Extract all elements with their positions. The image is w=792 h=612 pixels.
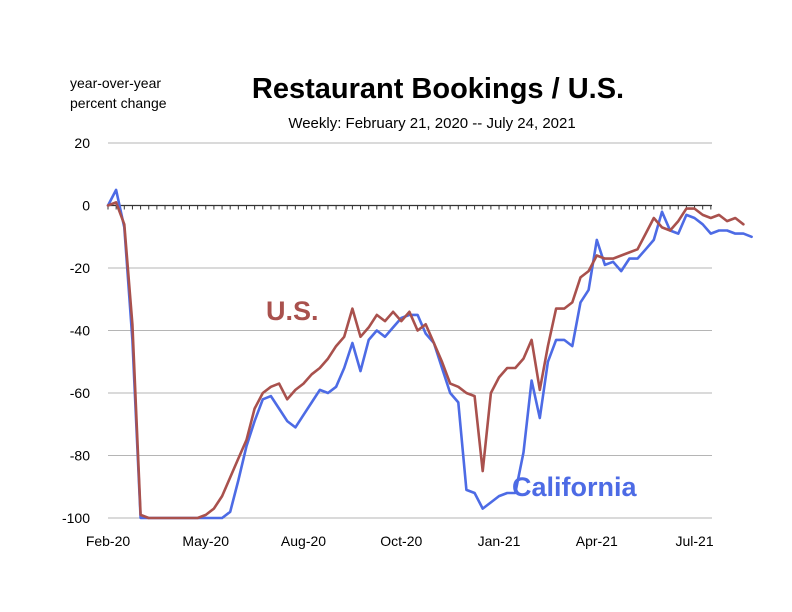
us-series-label: U.S. <box>266 296 319 326</box>
x-tick-label: Feb-20 <box>86 533 131 549</box>
chart-title: Restaurant Bookings / U.S. <box>252 73 624 105</box>
california-series-label: California <box>512 472 638 502</box>
y-tick-labels: 20 0 -20 -40 -60 -80 -100 <box>62 135 90 526</box>
y-tick-label: 20 <box>74 135 90 151</box>
x-tick-label: Apr-21 <box>576 533 618 549</box>
y-tick-label: -60 <box>70 385 90 401</box>
x-tick-labels: Feb-20 May-20 Aug-20 Oct-20 Jan-21 Apr-21 Jul-… <box>86 533 714 549</box>
x-tick-label: May-20 <box>182 533 229 549</box>
y-tick-label: -80 <box>70 448 90 464</box>
gridlines <box>107 142 712 519</box>
y-tick-label: -100 <box>62 510 90 526</box>
y-axis-label-line1: year-over-year <box>70 75 161 91</box>
x-tick-label: Jul-21 <box>675 533 713 549</box>
series-lines <box>106 188 753 520</box>
y-axis-label-line2: percent change <box>70 95 167 111</box>
series-line-california <box>106 188 753 520</box>
series-line-u-s <box>106 201 745 520</box>
y-tick-label: 0 <box>82 198 90 214</box>
x-tick-label: Aug-20 <box>281 533 326 549</box>
chart-subtitle: Weekly: February 21, 2020 -- July 24, 20… <box>288 115 575 132</box>
x-tick-label: Jan-21 <box>478 533 521 549</box>
y-tick-label: -40 <box>70 323 90 339</box>
y-tick-label: -20 <box>70 260 90 276</box>
x-tick-label: Oct-20 <box>380 533 422 549</box>
